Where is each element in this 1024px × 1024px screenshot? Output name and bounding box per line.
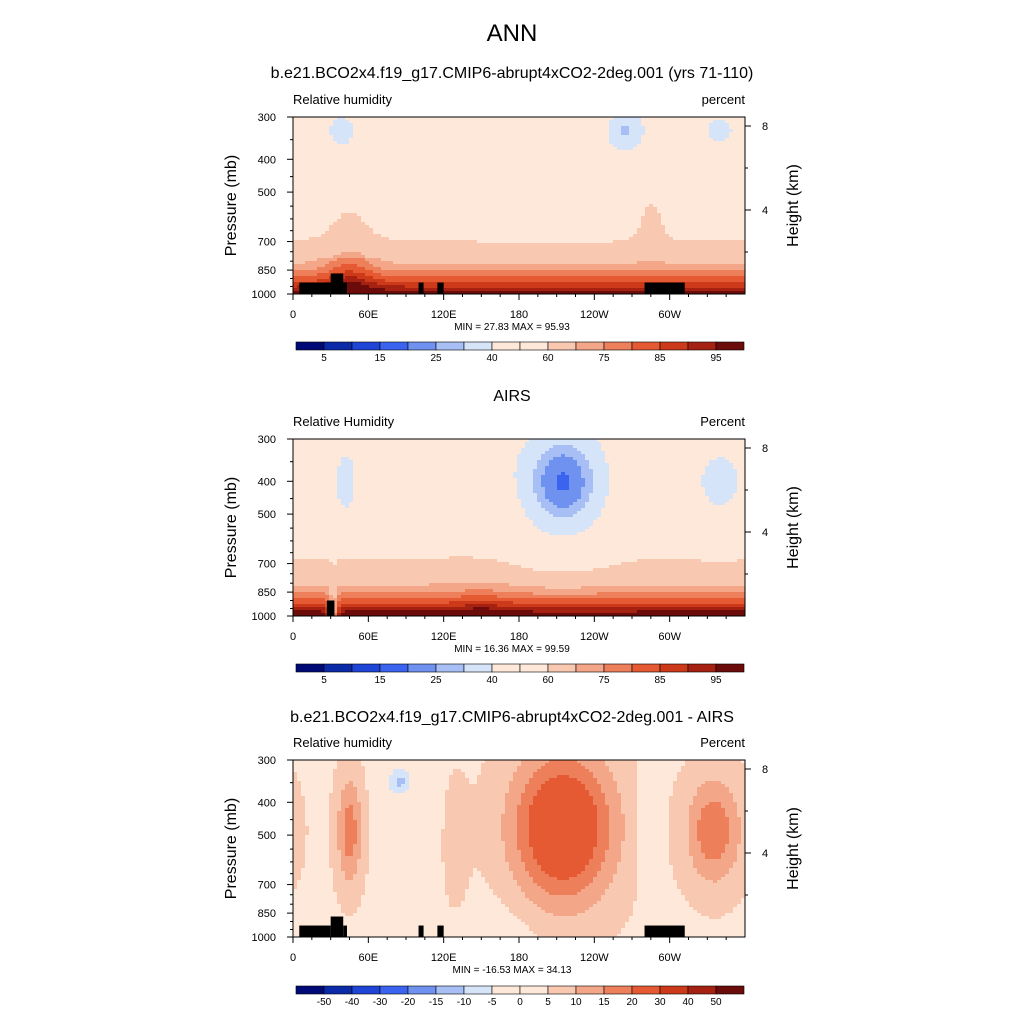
right-label: percent <box>702 92 746 107</box>
contour-field <box>293 117 746 295</box>
panel-1: b.e21.BCO2x4.f19_g17.CMIP6-abrupt4xCO2-2… <box>223 65 802 364</box>
left-label: Relative humidity <box>293 92 392 107</box>
panel-title: b.e21.BCO2x4.f19_g17.CMIP6-abrupt4xCO2-2… <box>271 65 754 82</box>
figure: ANN b.e21.BCO2x4.f19_g17.CMIP6-abrupt4xC… <box>0 0 1024 1024</box>
plots-canvas: b.e21.BCO2x4.f19_g17.CMIP6-abrupt4xCO2-2… <box>0 0 1024 1024</box>
